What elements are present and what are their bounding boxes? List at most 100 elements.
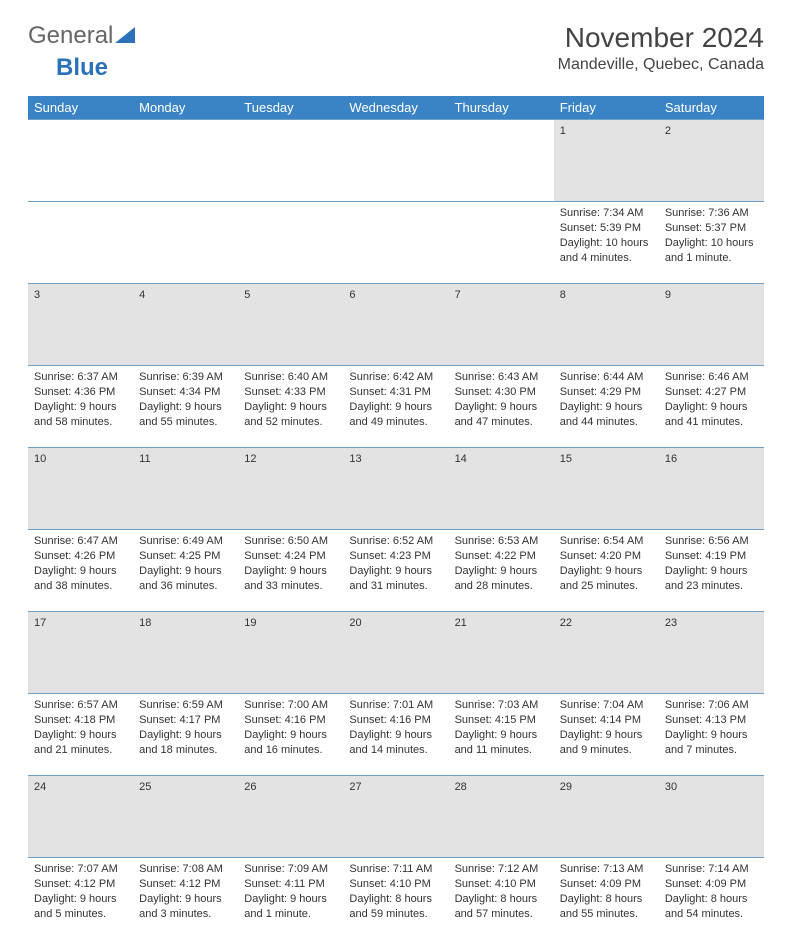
day-data-row: Sunrise: 6:47 AMSunset: 4:26 PMDaylight:…: [28, 530, 764, 612]
sunrise-text: Sunrise: 6:46 AM: [665, 370, 758, 385]
day-number: 19: [238, 612, 343, 694]
day-number: 11: [133, 448, 238, 530]
day-number: [449, 120, 554, 202]
sunrise-text: Sunrise: 6:52 AM: [349, 534, 442, 549]
day-data-row: Sunrise: 6:37 AMSunset: 4:36 PM Daylight:…: [28, 366, 764, 448]
day-cell: Sunrise: 6:49 AMSunset: 4:25 PMDaylight:…: [133, 530, 238, 612]
day-number: 30: [659, 776, 764, 858]
day-cell: Sunrise: 7:01 AMSunset: 4:16 PMDaylight:…: [343, 694, 448, 776]
day-cell: Sunrise: 7:12 AMSunset: 4:10 PMDaylight:…: [449, 858, 554, 940]
sunset-text: Sunset: 4:29 PM: [560, 385, 653, 400]
day-number: 3: [28, 284, 133, 366]
day-cell: Sunrise: 6:43 AMSunset: 4:30 PMDaylight:…: [449, 366, 554, 448]
sunrise-text: Sunrise: 7:07 AM: [34, 862, 127, 877]
day-number-row: 10111213141516: [28, 448, 764, 530]
month-title: November 2024: [558, 22, 764, 54]
day-number: [343, 120, 448, 202]
sunrise-text: Sunrise: 7:06 AM: [665, 698, 758, 713]
day-number: 18: [133, 612, 238, 694]
sunset-text: Sunset: 4:16 PM: [349, 713, 442, 728]
daylight-text: Daylight: 9 hours and 18 minutes.: [139, 728, 232, 758]
sunrise-text: Sunrise: 7:11 AM: [349, 862, 442, 877]
day-cell: [449, 202, 554, 284]
sunrise-text: Sunrise: 6:37 AM: [34, 370, 127, 385]
day-cell: Sunrise: 7:34 AMSunset: 5:39 PMDaylight:…: [554, 202, 659, 284]
sunset-text: Sunset: 4:22 PM: [455, 549, 548, 564]
day-cell: [28, 202, 133, 284]
day-number: 1: [554, 120, 659, 202]
day-cell: Sunrise: 7:04 AMSunset: 4:14 PMDaylight:…: [554, 694, 659, 776]
day-cell: Sunrise: 7:03 AMSunset: 4:15 PMDaylight:…: [449, 694, 554, 776]
sunrise-text: Sunrise: 7:00 AM: [244, 698, 337, 713]
daylight-text: Daylight: 8 hours and 55 minutes.: [560, 892, 653, 922]
sunrise-text: Sunrise: 6:44 AM: [560, 370, 653, 385]
daylight-text: Daylight: 9 hours and 49 minutes.: [349, 400, 442, 430]
sunset-text: Sunset: 4:23 PM: [349, 549, 442, 564]
sunrise-text: Sunrise: 7:03 AM: [455, 698, 548, 713]
daylight-text: Daylight: 9 hours and 14 minutes.: [349, 728, 442, 758]
sunrise-text: Sunrise: 6:39 AM: [139, 370, 232, 385]
location: Mandeville, Quebec, Canada: [558, 56, 764, 74]
sunrise-text: Sunrise: 6:40 AM: [244, 370, 337, 385]
sunrise-text: Sunrise: 6:43 AM: [455, 370, 548, 385]
day-number: 22: [554, 612, 659, 694]
day-number: 6: [343, 284, 448, 366]
daylight-text: Daylight: 9 hours and 3 minutes.: [139, 892, 232, 922]
daylight-text: Daylight: 9 hours and 33 minutes.: [244, 564, 337, 594]
sunrise-text: Sunrise: 7:01 AM: [349, 698, 442, 713]
sunrise-text: Sunrise: 7:36 AM: [665, 206, 758, 221]
day-data-row: Sunrise: 7:07 AMSunset: 4:12 PM Daylight:…: [28, 858, 764, 940]
sunset-text: Sunset: 4:12 PM: [34, 877, 127, 892]
day-cell: [343, 202, 448, 284]
day-number: 25: [133, 776, 238, 858]
weekday-header: Saturday: [659, 96, 764, 120]
day-number: 9: [659, 284, 764, 366]
day-cell: Sunrise: 7:14 AMSunset: 4:09 PMDaylight:…: [659, 858, 764, 940]
day-number-row: 17181920212223: [28, 612, 764, 694]
sunrise-text: Sunrise: 7:34 AM: [560, 206, 653, 221]
sunset-text: Sunset: 4:27 PM: [665, 385, 758, 400]
daylight-text: Daylight: 9 hours and 47 minutes.: [455, 400, 548, 430]
daylight-text: Daylight: 9 hours and 7 minutes.: [665, 728, 758, 758]
daylight-text: Daylight: 9 hours and 21 minutes.: [34, 728, 127, 758]
sunset-text: Sunset: 4:09 PM: [665, 877, 758, 892]
daylight-text: Daylight: 9 hours and 41 minutes.: [665, 400, 758, 430]
day-number: 28: [449, 776, 554, 858]
sunset-text: Sunset: 4:10 PM: [455, 877, 548, 892]
day-cell: Sunrise: 6:57 AMSunset: 4:18 PMDaylight:…: [28, 694, 133, 776]
day-number: 12: [238, 448, 343, 530]
day-cell: Sunrise: 7:13 AMSunset: 4:09 PMDaylight:…: [554, 858, 659, 940]
daylight-text: Daylight: 9 hours and 31 minutes.: [349, 564, 442, 594]
day-number: 16: [659, 448, 764, 530]
day-number: [28, 120, 133, 202]
logo: General: [28, 22, 135, 50]
sunrise-text: Sunrise: 6:53 AM: [455, 534, 548, 549]
sunset-text: Sunset: 4:16 PM: [244, 713, 337, 728]
sunset-text: Sunset: 5:37 PM: [665, 221, 758, 236]
day-number: 21: [449, 612, 554, 694]
day-cell: Sunrise: 7:00 AMSunset: 4:16 PMDaylight:…: [238, 694, 343, 776]
daylight-text: Daylight: 9 hours and 9 minutes.: [560, 728, 653, 758]
day-cell: Sunrise: 6:42 AMSunset: 4:31 PMDaylight:…: [343, 366, 448, 448]
day-cell: Sunrise: 6:39 AMSunset: 4:34 PMDaylight:…: [133, 366, 238, 448]
day-cell: Sunrise: 6:46 AMSunset: 4:27 PMDaylight:…: [659, 366, 764, 448]
sunrise-text: Sunrise: 7:04 AM: [560, 698, 653, 713]
day-number: 8: [554, 284, 659, 366]
day-cell: Sunrise: 6:54 AMSunset: 4:20 PMDaylight:…: [554, 530, 659, 612]
day-cell: Sunrise: 7:36 AMSunset: 5:37 PMDaylight:…: [659, 202, 764, 284]
sunset-text: Sunset: 4:25 PM: [139, 549, 232, 564]
daylight-text: Daylight: 9 hours and 55 minutes.: [139, 400, 232, 430]
weekday-header-row: Sunday Monday Tuesday Wednesday Thursday…: [28, 96, 764, 120]
day-number-row: 12: [28, 120, 764, 202]
sunrise-text: Sunrise: 6:57 AM: [34, 698, 127, 713]
daylight-text: Daylight: 10 hours and 1 minute.: [665, 236, 758, 266]
sunset-text: Sunset: 4:36 PM: [34, 385, 127, 400]
sunset-text: Sunset: 4:13 PM: [665, 713, 758, 728]
day-number: [238, 120, 343, 202]
day-cell: Sunrise: 6:52 AMSunset: 4:23 PMDaylight:…: [343, 530, 448, 612]
sunrise-text: Sunrise: 6:59 AM: [139, 698, 232, 713]
day-number: [133, 120, 238, 202]
day-number: 5: [238, 284, 343, 366]
day-cell: Sunrise: 6:56 AMSunset: 4:19 PMDaylight:…: [659, 530, 764, 612]
day-data-row: Sunrise: 7:34 AMSunset: 5:39 PMDaylight:…: [28, 202, 764, 284]
